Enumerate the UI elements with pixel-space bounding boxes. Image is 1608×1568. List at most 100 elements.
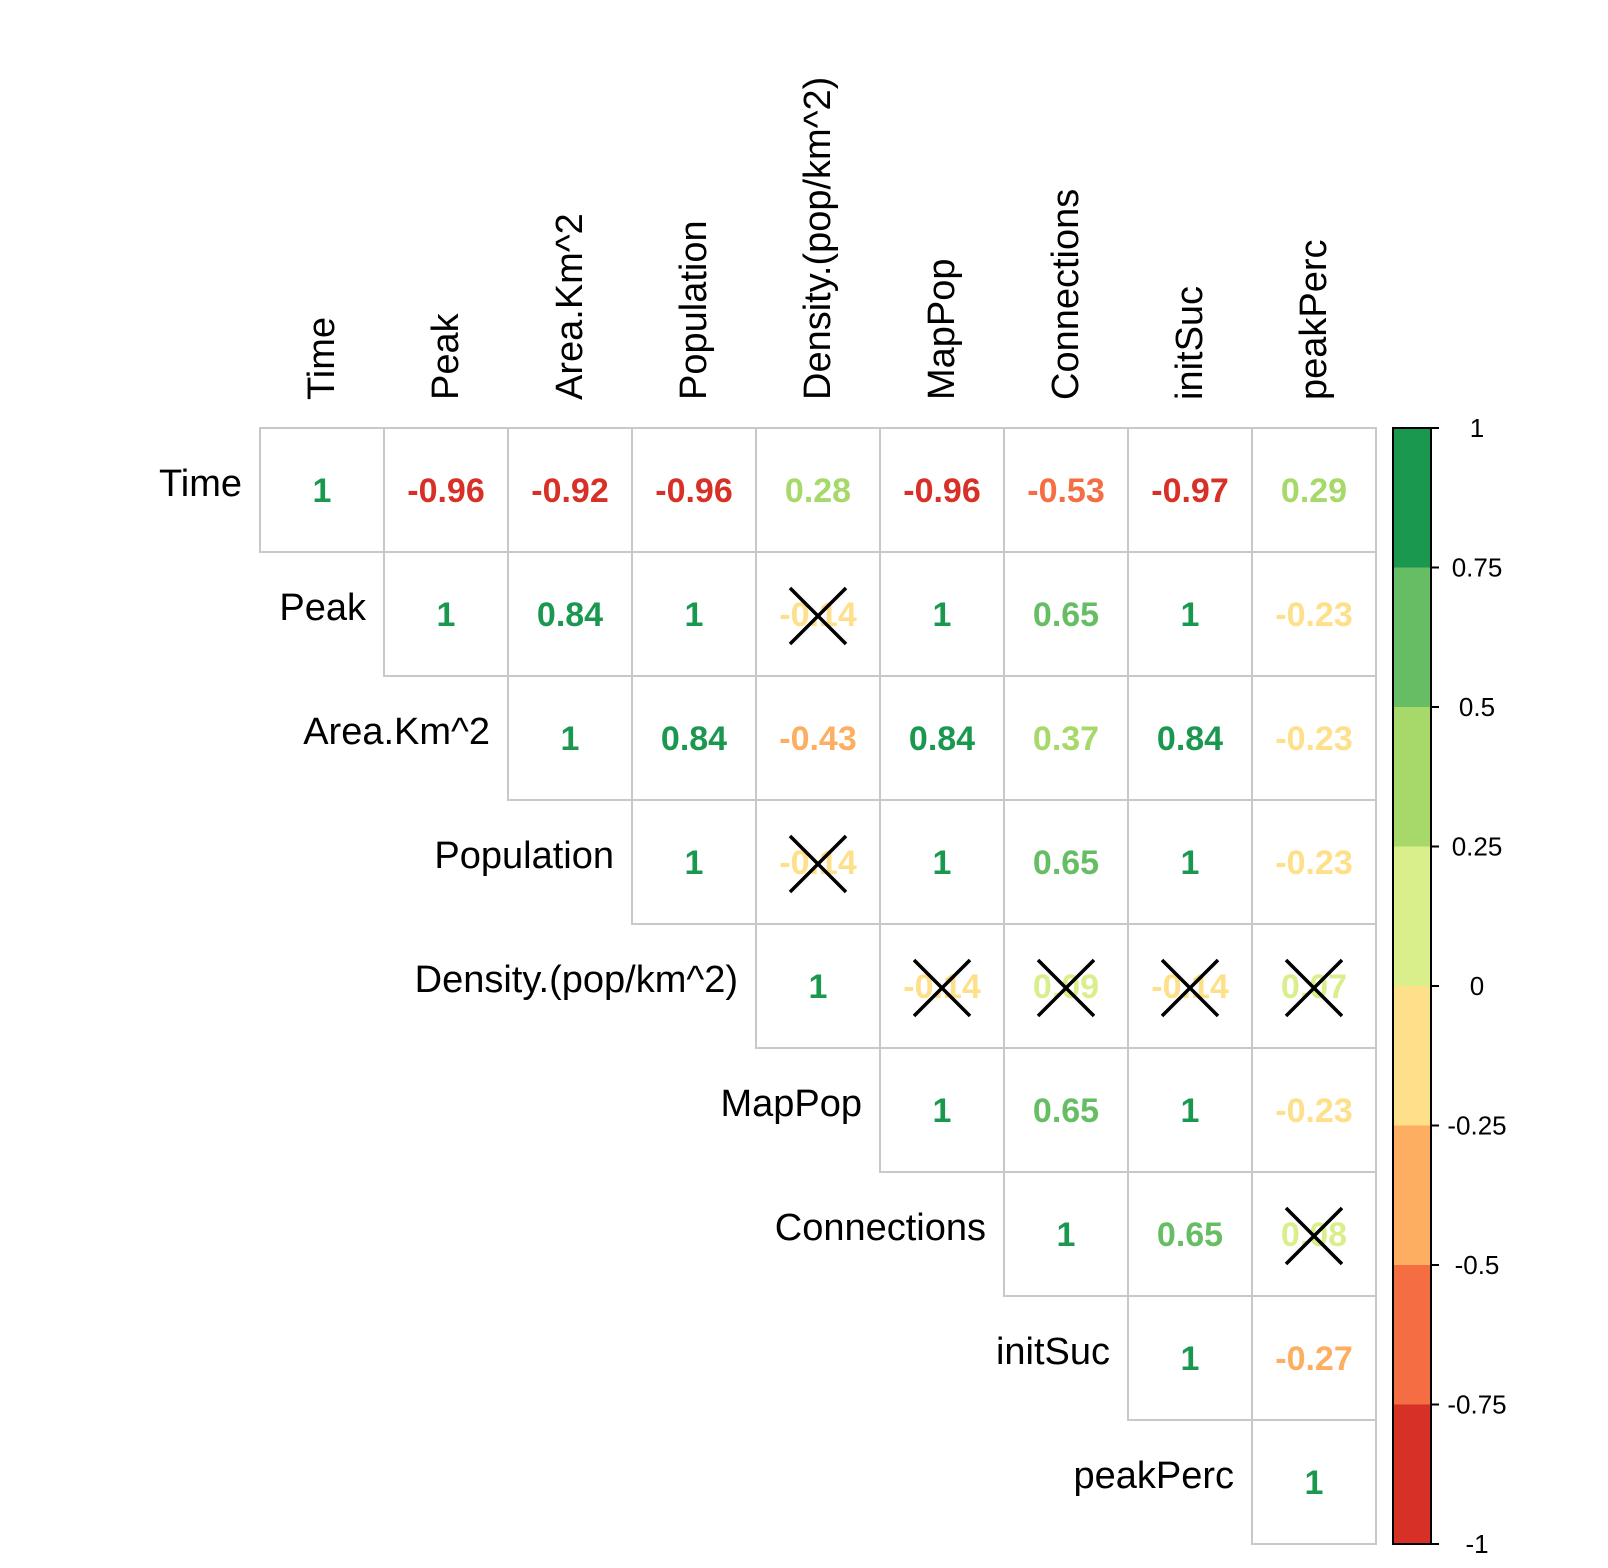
colorbar-bin — [1393, 1265, 1431, 1405]
cell-value-area-km-2-peakperc: -0.23 — [1275, 720, 1353, 758]
cross-stroke — [788, 586, 848, 646]
insignificant-cross-density-pop-km-2-peakperc — [1284, 958, 1344, 1018]
cell-value-time-area-km-2: -0.92 — [531, 472, 609, 510]
column-labels: Time Peak Area.Km^2 Population Density.(pop/… — [301, 77, 1335, 400]
column-label-density-pop-km-2: Density.(pop/km^2) — [797, 77, 839, 400]
colorbar-tick-label: -0.5 — [1455, 1250, 1500, 1280]
column-label-population: Population — [673, 220, 715, 400]
cell-time-area-km-2 — [507, 427, 633, 553]
cell-value-mappop-mappop: 1 — [933, 1092, 952, 1130]
cell-value-peak-initsuc: 1 — [1181, 596, 1200, 634]
cells-layer — [259, 427, 1377, 1545]
cell-area-km-2-population — [631, 675, 757, 801]
cell-mappop-connections — [1003, 1047, 1129, 1173]
cell-value-time-peakperc: 0.29 — [1281, 472, 1347, 510]
cell-value-area-km-2-connections: 0.37 — [1033, 720, 1099, 758]
column-label-peakperc: peakPerc — [1293, 239, 1335, 400]
cell-value-mappop-peakperc: -0.23 — [1275, 1092, 1353, 1130]
row-label-initsuc: initSuc — [996, 1331, 1110, 1373]
cell-time-initsuc — [1127, 427, 1253, 553]
row-label-time: Time — [159, 463, 242, 505]
cell-time-mappop — [879, 427, 1005, 553]
cell-population-peakperc — [1251, 799, 1377, 925]
cell-population-mappop — [879, 799, 1005, 925]
cell-time-peak — [383, 427, 509, 553]
cell-population-connections — [1003, 799, 1129, 925]
cell-peak-population — [631, 551, 757, 677]
cell-value-connections-connections: 1 — [1057, 1216, 1076, 1254]
cross-stroke — [1284, 1206, 1344, 1266]
cell-value-peak-population: 1 — [685, 596, 704, 634]
colorbar-bin — [1393, 567, 1431, 707]
cell-value-area-km-2-initsuc: 0.84 — [1157, 720, 1223, 758]
cell-value-time-connections: -0.53 — [1027, 472, 1105, 510]
cross-stroke — [912, 958, 972, 1018]
cell-initsuc-initsuc — [1127, 1295, 1253, 1421]
colorbar-bin — [1393, 1404, 1431, 1544]
cell-area-km-2-connections — [1003, 675, 1129, 801]
colorbar-tick-label: -0.25 — [1447, 1111, 1506, 1141]
cell-value-population-population: 1 — [685, 844, 704, 882]
column-label-mappop: MapPop — [921, 258, 963, 400]
insignificant-cross-density-pop-km-2-initsuc — [1160, 958, 1220, 1018]
cell-value-peak-mappop: 1 — [933, 596, 952, 634]
insignificant-cross-density-pop-km-2-mappop — [912, 958, 972, 1018]
cell-peakperc-peakperc — [1251, 1419, 1377, 1545]
insignificant-cross-density-pop-km-2-connections — [1036, 958, 1096, 1018]
cell-value-peak-area-km-2: 0.84 — [537, 596, 603, 634]
cell-value-time-mappop: -0.96 — [903, 472, 981, 510]
cell-time-time — [259, 427, 385, 553]
cell-value-peakperc-peakperc: 1 — [1305, 1464, 1324, 1502]
colorbar-tick-label: 0.5 — [1459, 692, 1495, 722]
cell-value-time-peak: -0.96 — [407, 472, 485, 510]
cell-value-area-km-2-area-km-2: 1 — [561, 720, 580, 758]
cell-density-pop-km-2-density-pop-km-2 — [755, 923, 881, 1049]
cross-stroke — [1160, 958, 1220, 1018]
column-label-initsuc: initSuc — [1169, 286, 1211, 400]
cell-population-initsuc — [1127, 799, 1253, 925]
row-label-area-km-2: Area.Km^2 — [303, 711, 490, 753]
cell-value-initsuc-initsuc: 1 — [1181, 1340, 1200, 1378]
insignificant-cross-peak-density-pop-km-2 — [788, 586, 848, 646]
cell-mappop-peakperc — [1251, 1047, 1377, 1173]
cross-stroke — [1284, 958, 1344, 1018]
insignificant-cross-population-density-pop-km-2 — [788, 834, 848, 894]
cell-value-area-km-2-mappop: 0.84 — [909, 720, 975, 758]
column-label-time: Time — [301, 317, 343, 400]
cross-stroke — [1036, 958, 1096, 1018]
colorbar-bin — [1393, 1125, 1431, 1265]
cell-value-connections-initsuc: 0.65 — [1157, 1216, 1223, 1254]
cell-mappop-mappop — [879, 1047, 1005, 1173]
colorbar-bin — [1393, 707, 1431, 847]
colorbar-tick-label: 0.25 — [1452, 832, 1503, 862]
cell-peak-initsuc — [1127, 551, 1253, 677]
row-labels: Time Peak Area.Km^2 Population Density.(pop/… — [159, 463, 1234, 1497]
cell-value-peak-peak: 1 — [437, 596, 456, 634]
cell-value-population-peakperc: -0.23 — [1275, 844, 1353, 882]
colorbar: 1 0.75 0.5 0.25 0 -0.25 -0.5 -0.75 -1 — [1392, 413, 1507, 1559]
cell-peak-peakperc — [1251, 551, 1377, 677]
row-label-peakperc: peakPerc — [1073, 1455, 1234, 1497]
cell-value-area-km-2-density-pop-km-2: -0.43 — [779, 720, 857, 758]
cell-value-peak-connections: 0.65 — [1033, 596, 1099, 634]
cell-value-population-initsuc: 1 — [1181, 844, 1200, 882]
colorbar-bin — [1393, 428, 1431, 568]
cell-value-population-mappop: 1 — [933, 844, 952, 882]
cell-value-area-km-2-population: 0.84 — [661, 720, 727, 758]
cell-value-population-connections: 0.65 — [1033, 844, 1099, 882]
row-label-peak: Peak — [279, 587, 367, 629]
cell-value-mappop-initsuc: 1 — [1181, 1092, 1200, 1130]
cell-peak-mappop — [879, 551, 1005, 677]
cell-value-initsuc-peakperc: -0.27 — [1275, 1340, 1353, 1378]
row-label-mappop: MapPop — [720, 1083, 862, 1125]
column-label-peak: Peak — [425, 312, 467, 400]
cell-connections-connections — [1003, 1171, 1129, 1297]
cell-value-time-initsuc: -0.97 — [1151, 472, 1229, 510]
cell-value-peak-peakperc: -0.23 — [1275, 596, 1353, 634]
cell-value-time-density-pop-km-2: 0.28 — [785, 472, 851, 510]
column-label-area-km-2: Area.Km^2 — [549, 213, 591, 400]
colorbar-tick-label: 1 — [1470, 413, 1484, 443]
row-label-connections: Connections — [775, 1207, 986, 1249]
colorbar-tick-label: -0.75 — [1447, 1390, 1506, 1420]
